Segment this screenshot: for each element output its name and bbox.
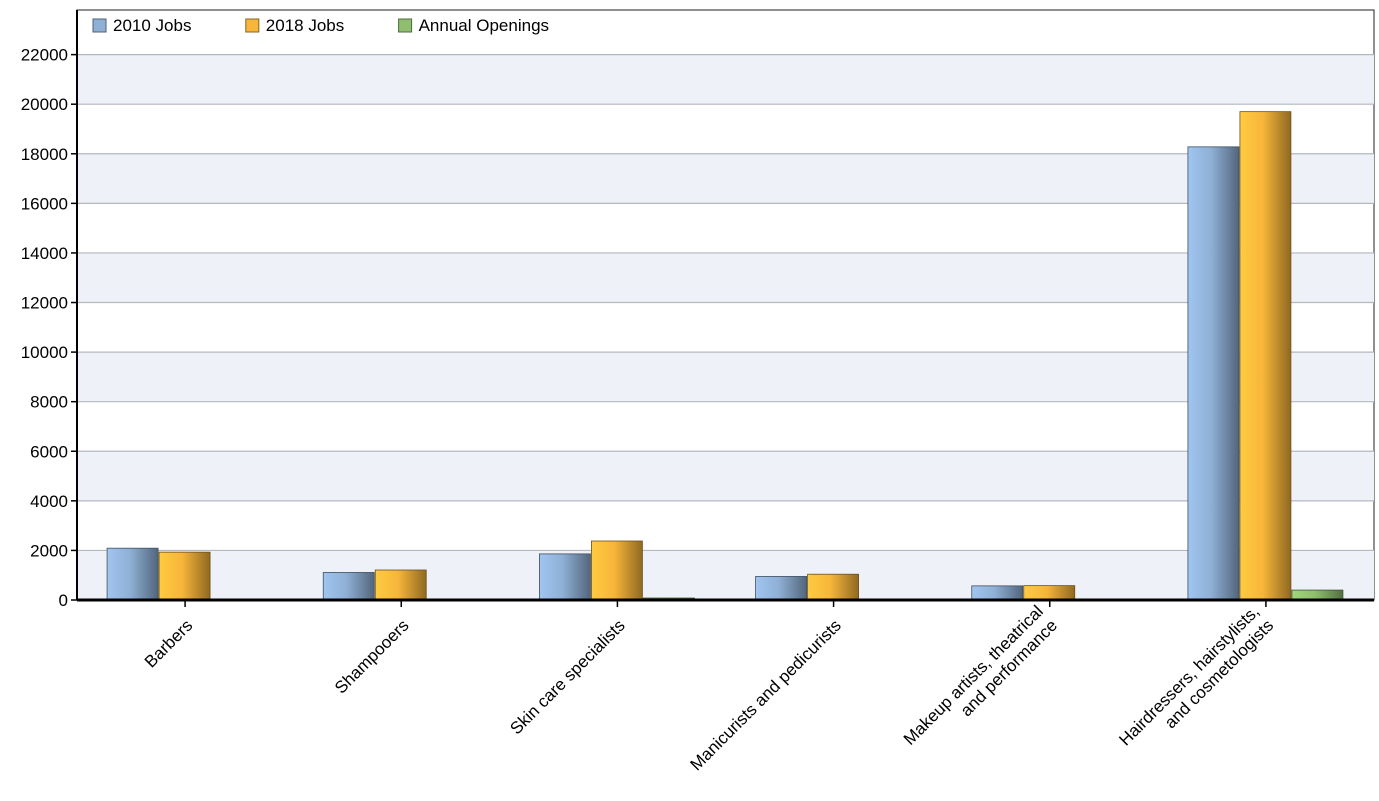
- grid-bands: [77, 54, 1374, 600]
- legend-swatch: [92, 18, 107, 33]
- bar-2018-jobs: [807, 573, 859, 601]
- y-tick-label: 14000: [21, 244, 68, 263]
- grid-band: [77, 54, 1374, 105]
- x-tick-label: Barbers: [141, 616, 197, 672]
- legend-label: 2018 Jobs: [266, 16, 344, 35]
- y-tick-label: 20000: [21, 95, 68, 114]
- bar-2010-jobs: [322, 572, 375, 601]
- y-tick-label: 22000: [21, 46, 68, 65]
- bar-2010-jobs: [106, 547, 159, 601]
- legend-item-annual-openings[interactable]: Annual Openings: [398, 16, 549, 35]
- legend-item-2010-jobs[interactable]: 2010 Jobs: [92, 16, 191, 35]
- x-tick-label: Shampooers: [331, 616, 413, 698]
- legend-swatch: [245, 18, 260, 33]
- bar-2018-jobs: [158, 551, 211, 601]
- x-tick-label: Skin care specialists: [506, 616, 628, 738]
- grid-band: [77, 451, 1374, 501]
- grid-band: [77, 352, 1374, 402]
- x-axis: Barbers Shampooers Skin care specialists Ma…: [77, 598, 1374, 774]
- bars: [106, 111, 1344, 601]
- y-tick-label: 6000: [30, 442, 68, 461]
- bar-2018-jobs: [1239, 111, 1292, 601]
- y-tick-label: 2000: [30, 541, 68, 560]
- y-tick-label: 0: [59, 591, 68, 610]
- legend[interactable]: 2010 Jobs 2018 Jobs Annual Openings: [92, 16, 549, 35]
- y-tick-label: 8000: [30, 393, 68, 412]
- legend-swatch: [398, 18, 413, 33]
- y-tick-label: 4000: [30, 492, 68, 511]
- bar-2010-jobs: [539, 553, 591, 601]
- x-tick-label: Manicurists and pedicurists: [686, 616, 844, 774]
- legend-label: Annual Openings: [419, 16, 549, 35]
- legend-item-2018-jobs[interactable]: 2018 Jobs: [245, 16, 344, 35]
- y-axis: 0 2000 4000 6000 8000 10000 12000 14000 16000 180…: [21, 10, 78, 610]
- x-tick-label: Hairdressers, hairstylists,and cosmetolo…: [1115, 602, 1277, 764]
- y-tick-label: 12000: [21, 294, 68, 313]
- bar-2010-jobs: [1187, 146, 1240, 601]
- legend-label: 2010 Jobs: [113, 16, 191, 35]
- grid-band: [77, 153, 1374, 204]
- grid-band: [77, 550, 1374, 600]
- bar-2018-jobs: [374, 569, 427, 601]
- bar-2018-jobs: [1023, 585, 1076, 601]
- bar-2010-jobs: [755, 576, 807, 601]
- y-tick-label: 18000: [21, 145, 68, 164]
- plot-frame: [76, 9, 1375, 601]
- y-tick-label: 16000: [21, 194, 68, 213]
- grid-lines: [77, 54, 1374, 552]
- y-tick-label: 10000: [21, 343, 68, 362]
- grid-band: [77, 252, 1374, 303]
- x-tick-label: Makeup artists, theatricaland performanc…: [900, 602, 1061, 763]
- bar-2018-jobs: [591, 540, 643, 601]
- bar-2010-jobs: [971, 585, 1024, 601]
